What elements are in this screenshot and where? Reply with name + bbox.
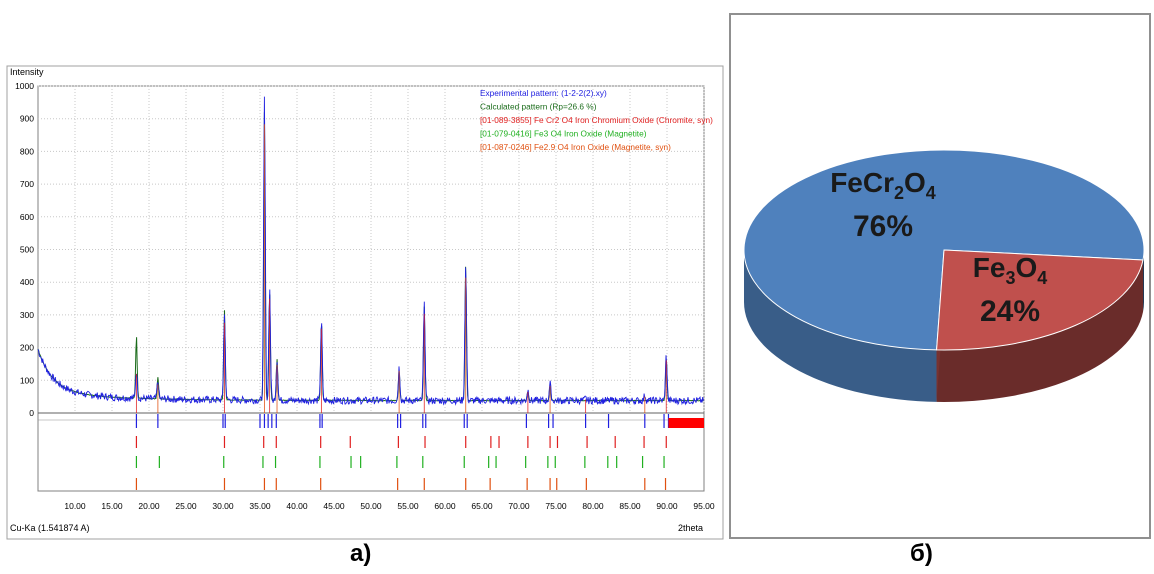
x-tick-label: 95.00 xyxy=(693,501,715,511)
excluded-range-bar xyxy=(668,418,704,428)
pie-slice-fe3o4-side xyxy=(936,259,1144,402)
pie-slice-fecr2o4-side xyxy=(744,250,937,402)
y-tick-label: 900 xyxy=(20,114,34,124)
y-tick-label: 100 xyxy=(20,375,34,385)
fecr2o4-label: FeCr2O4 xyxy=(830,167,936,203)
y-tick-label: 0 xyxy=(29,408,34,418)
x-tick-label: 75.00 xyxy=(545,501,567,511)
legend-entry: [01-079-0416] Fe3 O4 Iron Oxide (Magneti… xyxy=(480,129,647,139)
plot-area xyxy=(37,85,705,492)
fecr2o4-value: 76% xyxy=(853,210,913,243)
experimental-pattern-line xyxy=(37,96,704,406)
legend-entry: [01-089-3855] Fe Cr2 O4 Iron Chromium Ox… xyxy=(480,115,713,125)
legend-entry: [01-087-0246] Fe2.9 O4 Iron Oxide (Magne… xyxy=(480,142,671,152)
legend-entry: Calculated pattern (Rp=26.6 %) xyxy=(480,102,597,112)
caption-b: б) xyxy=(910,540,933,567)
fe3o4-label: Fe3O4 xyxy=(973,252,1048,288)
y-tick-label: 1000 xyxy=(15,81,34,91)
x-tick-label: 80.00 xyxy=(582,501,604,511)
y-tick-label: 500 xyxy=(20,245,34,255)
y-tick-label: 600 xyxy=(20,212,34,222)
y-tick-label: 800 xyxy=(20,146,34,156)
x-tick-label: 45.00 xyxy=(323,501,345,511)
x-tick-label: 50.00 xyxy=(360,501,382,511)
y-tick-label: 200 xyxy=(20,343,34,353)
x-tick-label: 35.00 xyxy=(249,501,271,511)
x-tick-label: 25.00 xyxy=(175,501,197,511)
x-tick-label: 15.00 xyxy=(101,501,123,511)
caption-a: a) xyxy=(350,540,372,567)
x-tick-label: 55.00 xyxy=(397,501,419,511)
radiation-label: Cu-Ka (1.541874 A) xyxy=(10,523,90,533)
x-tick-label: 60.00 xyxy=(434,501,456,511)
x-axis-label: 2theta xyxy=(678,523,703,533)
x-tick-label: 90.00 xyxy=(656,501,678,511)
x-tick-label: 20.00 xyxy=(138,501,160,511)
x-tick-label: 85.00 xyxy=(619,501,641,511)
y-tick-label: 700 xyxy=(20,179,34,189)
y-tick-label: 400 xyxy=(20,277,34,287)
x-tick-label: 30.00 xyxy=(212,501,234,511)
x-tick-label: 10.00 xyxy=(64,501,86,511)
y-tick-label: 300 xyxy=(20,310,34,320)
legend-entry: Experimental pattern: (1-2-2(2).xy) xyxy=(480,88,607,98)
x-tick-label: 70.00 xyxy=(508,501,530,511)
pie-slice-fe3o4 xyxy=(936,249,1144,351)
x-tick-label: 40.00 xyxy=(286,501,308,511)
pie-slice-fecr2o4-edge xyxy=(1143,250,1144,312)
x-tick-label: 65.00 xyxy=(471,501,493,511)
y-axis-label: Intensity xyxy=(10,67,44,77)
fe3o4-value: 24% xyxy=(980,295,1040,328)
